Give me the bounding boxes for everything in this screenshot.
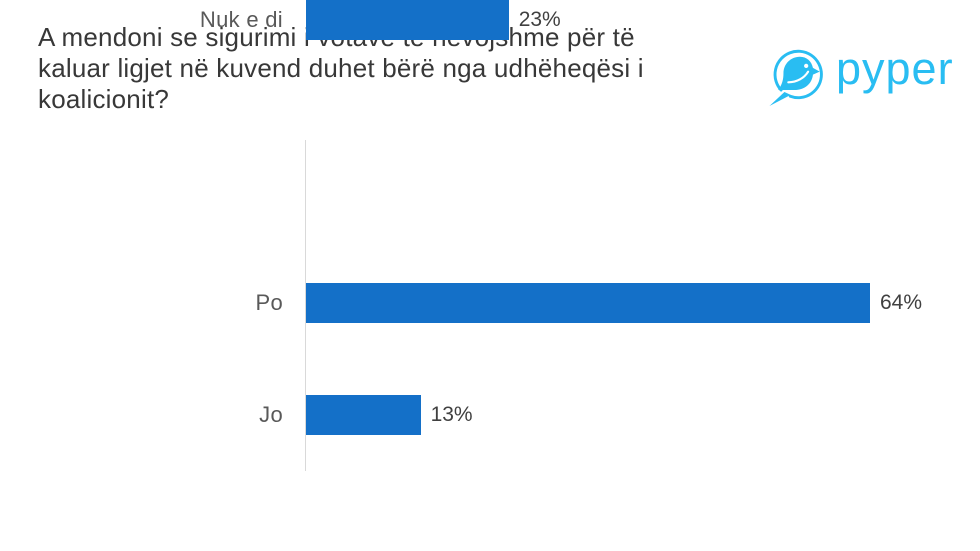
pyper-wordmark: pyper xyxy=(836,43,954,94)
bar xyxy=(306,0,509,40)
bar xyxy=(306,395,421,435)
value-label: 64% xyxy=(880,291,923,314)
chart-title-line-2: kaluar ligjet në kuvend duhet bërë nga u… xyxy=(38,53,644,83)
bar xyxy=(306,283,870,323)
value-label: 13% xyxy=(430,403,473,426)
bar-row-po: Po 64% xyxy=(0,283,980,323)
category-label: Po xyxy=(255,290,283,315)
bird-in-circle-icon xyxy=(769,49,823,106)
category-label: Jo xyxy=(259,402,283,427)
category-label: Nuk e di xyxy=(199,7,283,32)
chart-title-line-3: koalicionit? xyxy=(38,84,170,114)
pyper-logo: pyper xyxy=(768,44,954,110)
bar-row-nuk-e-di: Nuk e di 23% xyxy=(0,0,980,40)
value-label: 23% xyxy=(518,8,561,31)
bar-row-jo: Jo 13% xyxy=(0,395,980,435)
y-axis-line xyxy=(305,140,306,471)
